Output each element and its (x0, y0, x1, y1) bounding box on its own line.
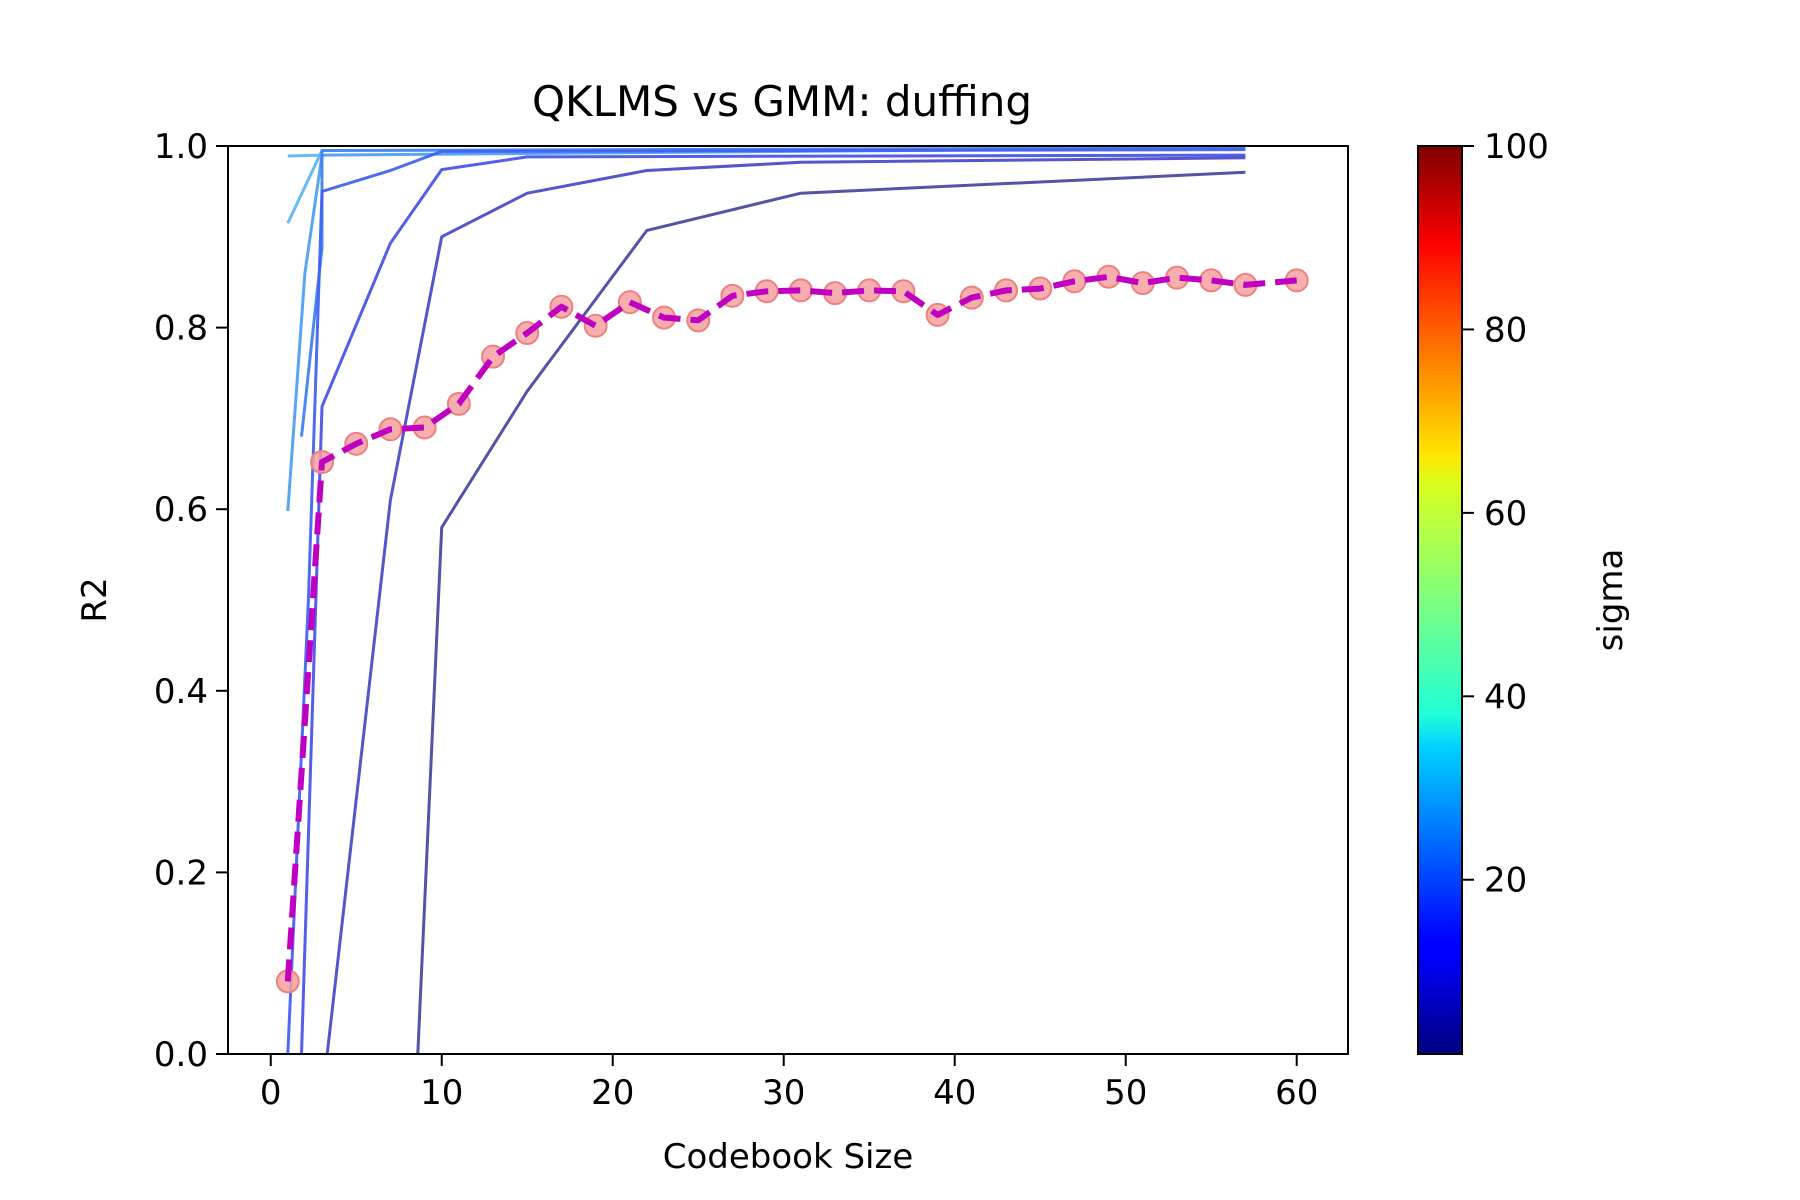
colorbar-label: sigma (1591, 549, 1631, 652)
colorbar-ticks: 20 40 60 80 100 (1462, 127, 1549, 901)
y-tick-label: 0.8 (154, 309, 208, 349)
x-axis-label: Codebook Size (663, 1137, 914, 1177)
x-tick-label: 50 (1104, 1073, 1147, 1113)
gmm-series-line (284, 273, 1297, 982)
y-axis-ticks: 0.0 0.2 0.4 0.6 0.8 1.0 (154, 127, 228, 1075)
colorbar-tick-label: 60 (1484, 494, 1527, 534)
x-tick-label: 30 (762, 1073, 805, 1113)
y-axis-label: R2 (75, 577, 115, 622)
marker-layer (275, 264, 1309, 994)
colorbar-tick-label: 20 (1484, 861, 1527, 901)
colorbar-tick-label: 100 (1484, 127, 1549, 167)
colorbar (1417, 145, 1463, 1055)
x-axis-ticks: 0 10 20 30 40 50 60 (260, 1054, 1318, 1113)
colorbar-tick-label: 40 (1484, 677, 1527, 717)
plot-frame (227, 145, 1349, 1055)
x-tick-label: 0 (260, 1073, 282, 1113)
colorbar-tick-label: 80 (1484, 310, 1527, 350)
y-tick-label: 0.6 (154, 490, 208, 530)
y-tick-label: 1.0 (154, 127, 208, 167)
y-tick-label: 0.4 (154, 672, 208, 712)
x-tick-label: 20 (591, 1073, 634, 1113)
qklms-series-line (416, 170, 1246, 1054)
chart-title: QKLMS vs GMM: duffing (532, 77, 1032, 126)
y-tick-label: 0.0 (154, 1035, 208, 1075)
x-tick-label: 60 (1275, 1073, 1318, 1113)
qklms-series-line (325, 156, 1246, 1054)
x-tick-label: 40 (933, 1073, 976, 1113)
x-tick-label: 10 (420, 1073, 463, 1113)
y-tick-label: 0.2 (154, 853, 208, 893)
